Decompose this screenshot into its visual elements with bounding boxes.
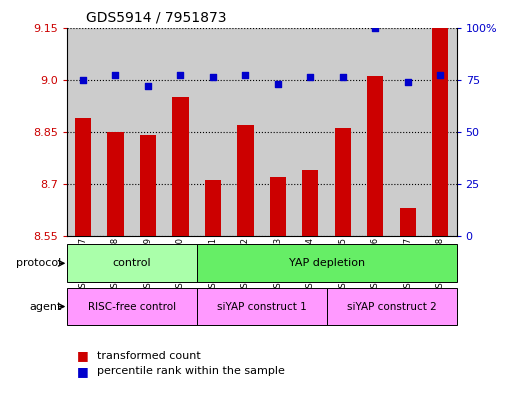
Text: siYAP construct 2: siYAP construct 2	[347, 301, 437, 312]
Bar	[432, 28, 448, 236]
Point	[371, 24, 380, 31]
Text: GDS5914 / 7951873: GDS5914 / 7951873	[86, 11, 227, 25]
Bar	[196, 28, 229, 236]
Point	[111, 72, 120, 79]
Bar	[367, 76, 383, 236]
Text: control: control	[112, 258, 151, 268]
Bar	[270, 177, 286, 236]
Point	[436, 72, 444, 79]
Point	[144, 83, 152, 89]
Point	[209, 74, 217, 81]
Bar	[262, 28, 294, 236]
Bar	[196, 244, 457, 282]
Bar	[140, 135, 156, 236]
Point	[404, 79, 412, 85]
Bar	[327, 28, 359, 236]
Text: percentile rank within the sample: percentile rank within the sample	[97, 366, 285, 376]
Bar	[327, 288, 457, 325]
Text: siYAP construct 1: siYAP construct 1	[217, 301, 306, 312]
Bar	[229, 28, 262, 236]
Text: ■: ■	[77, 349, 89, 362]
Bar	[107, 132, 124, 236]
Point	[306, 74, 314, 81]
Bar	[67, 28, 99, 236]
Text: protocol: protocol	[16, 258, 62, 268]
Text: ■: ■	[77, 365, 89, 378]
Text: YAP depletion: YAP depletion	[288, 258, 365, 268]
Bar	[205, 180, 221, 236]
Point	[176, 72, 185, 79]
Bar	[164, 28, 196, 236]
Bar	[67, 288, 196, 325]
Bar	[237, 125, 253, 236]
Bar	[424, 28, 457, 236]
Bar	[67, 244, 196, 282]
Point	[274, 81, 282, 87]
Point	[79, 76, 87, 83]
Bar	[75, 118, 91, 236]
Bar	[172, 97, 188, 236]
Bar	[359, 28, 391, 236]
Bar	[132, 28, 164, 236]
Text: RISC-free control: RISC-free control	[88, 301, 176, 312]
Text: transformed count: transformed count	[97, 351, 201, 361]
Bar	[302, 170, 319, 236]
Text: agent: agent	[29, 301, 62, 312]
Bar	[99, 28, 132, 236]
Point	[339, 74, 347, 81]
Bar	[334, 128, 351, 236]
Bar	[196, 288, 327, 325]
Bar	[391, 28, 424, 236]
Bar	[294, 28, 327, 236]
Bar	[400, 208, 416, 236]
Point	[241, 72, 249, 79]
